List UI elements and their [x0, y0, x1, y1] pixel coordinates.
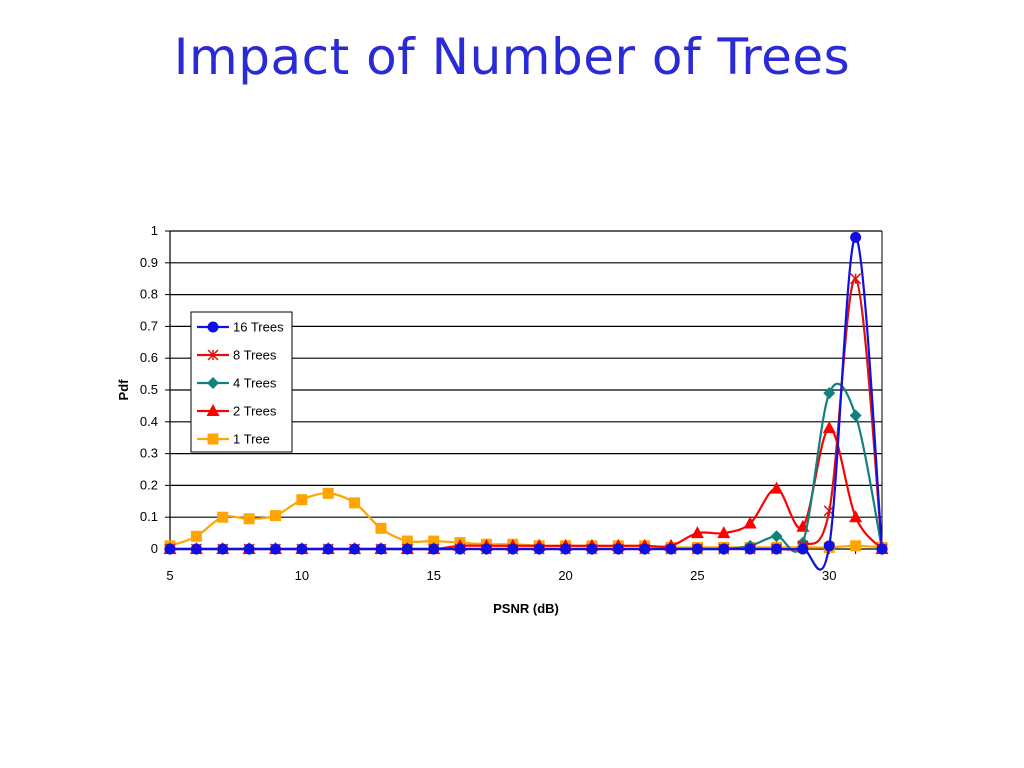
series-1-tree — [164, 487, 888, 553]
data-point-16-trees — [850, 231, 862, 243]
data-point-16-trees — [322, 543, 334, 555]
x-tick-label: 10 — [295, 568, 309, 583]
legend-marker-16-trees — [207, 321, 219, 333]
data-point-1-tree — [243, 513, 255, 525]
legend-marker-4-trees — [207, 377, 219, 389]
data-point-2-trees — [822, 421, 836, 434]
grid-lines — [170, 230, 882, 518]
data-point-1-tree — [850, 540, 862, 552]
legend-label: 8 Trees — [233, 348, 277, 363]
legend-label: 2 Trees — [233, 404, 277, 419]
data-point-1-tree — [269, 510, 281, 522]
data-point-16-trees — [560, 543, 572, 555]
x-tick-label: 25 — [690, 568, 704, 583]
legend: 16 Trees 8 Trees 4 Trees 2 Trees 1 Tree — [190, 311, 293, 453]
data-point-16-trees — [375, 543, 387, 555]
slide-title: Impact of Number of Trees — [173, 28, 851, 86]
data-point-16-trees — [454, 543, 466, 555]
x-tick-label: 20 — [558, 568, 572, 583]
legend-marker-1-tree — [207, 433, 219, 445]
data-point-16-trees — [480, 543, 492, 555]
series-16-trees — [164, 231, 888, 571]
data-point-8-trees — [850, 273, 862, 285]
y-tick-label: 0.8 — [140, 287, 158, 302]
x-tick-label: 5 — [166, 568, 173, 583]
y-tick-label: 0 — [151, 541, 158, 556]
data-point-16-trees — [586, 543, 598, 555]
y-tick-label: 0.2 — [140, 477, 158, 492]
data-point-16-trees — [639, 543, 651, 555]
series-lines — [163, 231, 889, 571]
legend-item-16-trees: 16 Trees — [197, 320, 284, 335]
data-point-1-tree — [322, 487, 334, 499]
data-point-16-trees — [718, 543, 730, 555]
legend-label: 1 Tree — [233, 432, 270, 447]
y-tick-label: 0.7 — [140, 318, 158, 333]
legend-marker-2-trees — [206, 404, 220, 416]
data-point-4-trees — [849, 409, 862, 422]
data-point-16-trees — [164, 543, 176, 555]
data-point-16-trees — [217, 543, 229, 555]
data-point-16-trees — [401, 543, 413, 555]
data-point-16-trees — [349, 543, 361, 555]
data-point-16-trees — [771, 543, 783, 555]
x-tick-label: 30 — [822, 568, 836, 583]
legend-item-4-trees: 4 Trees — [197, 376, 277, 391]
data-point-16-trees — [428, 543, 440, 555]
data-point-1-tree — [349, 497, 361, 509]
data-point-1-tree — [401, 535, 413, 547]
data-point-16-trees — [269, 543, 281, 555]
legend-label: 16 Trees — [233, 320, 284, 335]
data-point-2-trees — [849, 510, 863, 523]
legend-item-2-trees: 2 Trees — [197, 404, 277, 419]
y-tick-label: 0.6 — [140, 350, 158, 365]
data-point-16-trees — [665, 543, 677, 555]
legend-label: 4 Trees — [233, 376, 277, 391]
data-point-16-trees — [533, 543, 545, 555]
data-point-16-trees — [823, 540, 835, 552]
y-tick-label: 0.3 — [140, 446, 158, 461]
data-point-1-tree — [190, 530, 202, 542]
tick-labels: 00.10.20.30.40.50.60.70.80.915 10 15 20 25 30 — [140, 223, 837, 583]
data-point-16-trees — [296, 543, 308, 555]
legend-marker-8-trees — [207, 349, 219, 361]
x-axis-label: PSNR (dB) — [493, 601, 559, 616]
y-tick-label: 0.9 — [140, 255, 158, 270]
y-tick-label: 0.4 — [140, 414, 158, 429]
data-point-16-trees — [507, 543, 519, 555]
data-point-2-trees — [717, 526, 731, 539]
data-point-1-tree — [428, 535, 440, 547]
data-point-16-trees — [612, 543, 624, 555]
data-point-1-tree — [296, 494, 308, 506]
data-point-2-trees — [743, 516, 757, 529]
data-point-4-trees — [770, 530, 783, 543]
y-tick-label: 0.1 — [140, 509, 158, 524]
data-point-16-trees — [876, 543, 888, 555]
data-point-16-trees — [243, 543, 255, 555]
data-point-16-trees — [190, 543, 202, 555]
y-axis-label: Pdf — [116, 379, 131, 401]
data-point-1-tree — [217, 511, 229, 523]
data-point-2-trees — [690, 526, 704, 539]
y-tick-label: 1 — [151, 223, 158, 238]
data-point-2-trees — [770, 481, 784, 494]
data-point-16-trees — [797, 543, 809, 555]
legend-item-8-trees: 8 Trees — [197, 348, 277, 363]
data-point-16-trees — [744, 543, 756, 555]
data-point-16-trees — [691, 543, 703, 555]
legend-item-1-tree: 1 Tree — [197, 432, 270, 447]
y-tick-label: 0.5 — [140, 382, 158, 397]
x-tick-label: 15 — [426, 568, 440, 583]
data-point-4-trees — [823, 387, 836, 400]
data-point-1-tree — [375, 522, 387, 534]
